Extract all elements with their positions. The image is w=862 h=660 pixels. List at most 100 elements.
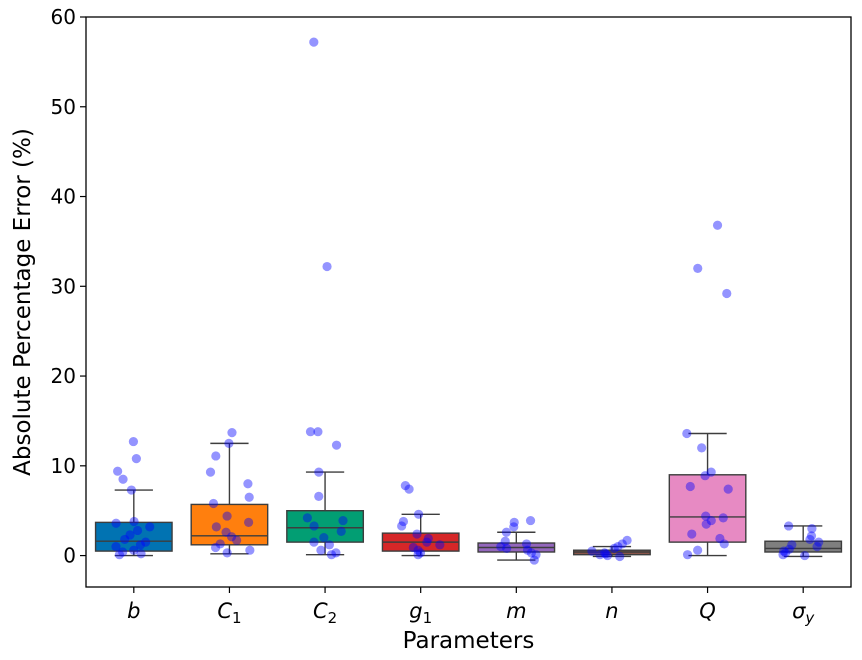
data-point-b	[114, 550, 125, 560]
data-point-m	[531, 550, 541, 560]
data-point-g1	[423, 533, 433, 544]
data-point-C2	[326, 550, 337, 560]
data-point-C1	[224, 438, 234, 448]
data-point-sigma_y	[780, 548, 791, 558]
data-point-C1	[205, 467, 216, 477]
data-point-n	[601, 549, 611, 559]
data-point-g1	[435, 540, 445, 550]
data-point-g1	[397, 521, 407, 531]
box-iqr	[286, 510, 365, 543]
x-tick-label-Q: Q	[699, 599, 716, 623]
x-axis-title: Parameters	[403, 628, 535, 654]
data-point-Q	[693, 263, 703, 273]
data-point-sigma_y	[778, 550, 788, 560]
box-m	[477, 531, 556, 561]
box-n	[572, 545, 651, 558]
x-tick-label-C1: C1	[217, 599, 241, 627]
data-point-C2	[309, 537, 319, 547]
data-point-C2	[309, 521, 319, 531]
data-point-Q	[706, 515, 716, 526]
data-point-C1	[221, 527, 231, 537]
data-point-Q	[722, 288, 732, 299]
data-point-C1	[211, 451, 221, 461]
data-point-b	[131, 454, 141, 464]
data-point-sigma_y	[806, 531, 817, 541]
data-point-Q	[682, 550, 693, 560]
data-point-m	[509, 517, 519, 527]
data-point-Q	[697, 443, 707, 453]
data-point-sigma_y	[805, 534, 815, 545]
data-point-C2	[324, 540, 334, 550]
x-tick-label-n: n	[605, 599, 618, 623]
data-point-C2	[338, 515, 348, 526]
data-point-C2	[309, 37, 319, 47]
data-point-C1	[243, 479, 253, 489]
box-C1	[190, 442, 269, 555]
data-point-C1	[227, 428, 237, 438]
box-iqr	[764, 540, 843, 553]
data-point-Q	[701, 511, 711, 521]
points-layer	[111, 37, 824, 565]
data-point-n	[617, 539, 627, 549]
box-iqr	[668, 474, 747, 543]
box-b	[94, 489, 173, 557]
x-tick-label-g1: g1	[409, 599, 432, 627]
data-point-b	[129, 545, 139, 555]
data-point-n	[599, 548, 610, 558]
y-tick-label: 30	[51, 274, 76, 298]
data-point-Q	[685, 481, 695, 492]
data-point-b	[132, 525, 143, 536]
data-point-Q	[719, 539, 729, 549]
data-point-C1	[222, 548, 232, 558]
data-point-b	[135, 540, 146, 550]
data-point-C2	[331, 548, 341, 558]
data-point-Q	[700, 471, 710, 481]
data-point-C2	[319, 533, 329, 543]
data-point-g1	[422, 537, 432, 547]
data-point-n	[615, 551, 625, 562]
data-point-m	[501, 527, 511, 537]
y-tick-label: 50	[51, 95, 76, 119]
data-point-n	[595, 550, 605, 560]
data-point-sigma_y	[784, 544, 794, 554]
data-point-g1	[404, 484, 414, 494]
data-point-C2	[336, 526, 346, 536]
data-point-sigma_y	[800, 550, 810, 561]
data-point-b	[118, 474, 128, 484]
data-point-C2	[314, 491, 324, 501]
data-point-n	[622, 535, 632, 545]
data-point-b	[111, 518, 121, 528]
data-point-b	[118, 547, 128, 557]
y-tick-label: 10	[51, 454, 76, 478]
data-point-C2	[316, 545, 326, 555]
data-point-m	[502, 543, 512, 554]
x-tick-label-sigma_y: σy	[792, 599, 815, 627]
data-point-m	[529, 555, 539, 565]
data-point-Q	[715, 533, 725, 544]
data-point-Q	[682, 428, 692, 439]
data-point-g1	[408, 542, 418, 553]
data-point-b	[111, 542, 121, 552]
data-point-Q	[701, 519, 711, 529]
plot-marks	[94, 432, 843, 561]
data-point-n	[602, 550, 613, 561]
data-point-n	[609, 543, 619, 554]
data-point-b	[125, 530, 135, 540]
data-point-m	[525, 515, 536, 526]
data-point-b	[126, 485, 137, 495]
data-point-m	[509, 522, 519, 532]
data-point-g1	[412, 529, 422, 539]
data-point-C1	[226, 532, 237, 542]
data-point-m	[522, 545, 533, 555]
data-point-b	[120, 534, 130, 545]
data-point-g1	[413, 545, 423, 555]
box-g1	[381, 513, 460, 557]
data-point-sigma_y	[784, 521, 794, 531]
data-point-sigma_y	[787, 540, 797, 550]
data-point-C2	[322, 261, 332, 272]
box-C2	[286, 471, 365, 556]
data-point-b	[128, 436, 139, 447]
y-axis-title: Absolute Percentage Error (%)	[10, 128, 36, 476]
data-point-C1	[211, 522, 221, 532]
